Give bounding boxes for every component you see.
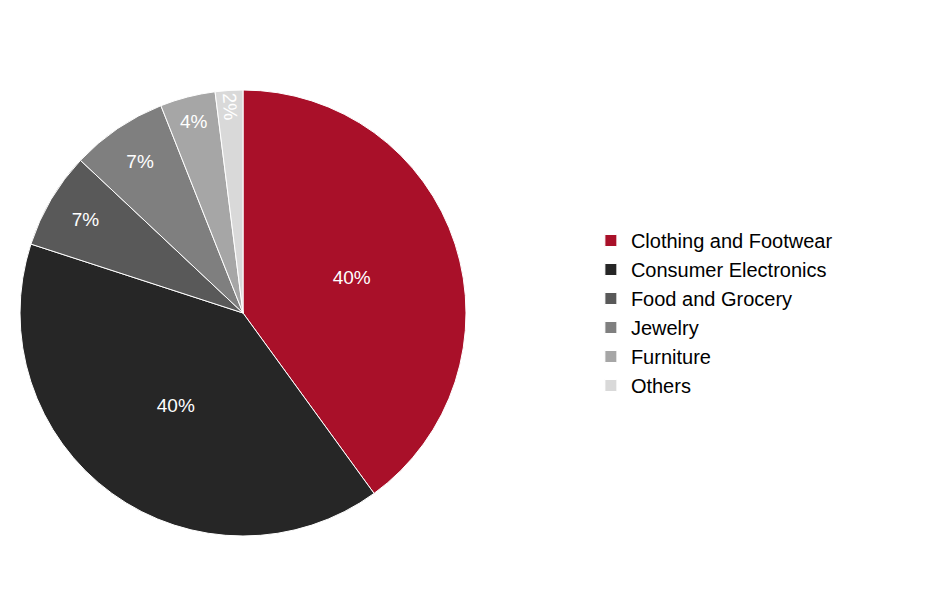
svg-text:40%: 40%: [157, 395, 195, 416]
svg-text:Food and Grocery: Food and Grocery: [631, 288, 792, 310]
svg-text:Furniture: Furniture: [631, 346, 711, 368]
svg-text:4%: 4%: [180, 111, 208, 132]
svg-text:Others: Others: [631, 375, 691, 397]
svg-text:Clothing and Footwear: Clothing and Footwear: [631, 230, 833, 252]
svg-text:Consumer Electronics: Consumer Electronics: [631, 259, 827, 281]
svg-text:2%: 2%: [219, 92, 242, 121]
svg-text:7%: 7%: [72, 209, 100, 230]
svg-text:Jewelry: Jewelry: [631, 317, 699, 339]
svg-text:7%: 7%: [126, 151, 154, 172]
svg-text:40%: 40%: [333, 267, 371, 288]
